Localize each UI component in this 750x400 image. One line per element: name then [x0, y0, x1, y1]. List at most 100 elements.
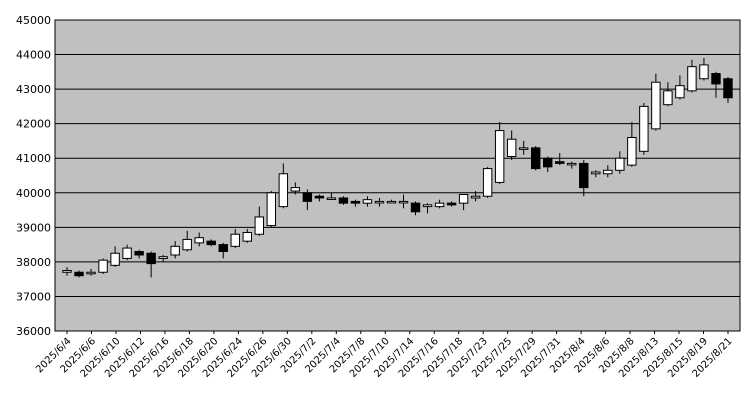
candle-body-up	[86, 271, 96, 275]
candle-body-down	[134, 251, 144, 256]
y-tick-label: 36000	[16, 325, 51, 338]
candle	[194, 232, 204, 247]
candle	[446, 201, 457, 207]
candle-body-down	[723, 78, 733, 99]
candle-body-up	[470, 195, 481, 199]
candle-body-up	[362, 199, 373, 204]
candle-body-up	[591, 171, 601, 175]
candle	[506, 130, 517, 160]
candle	[615, 151, 625, 174]
candle	[639, 102, 649, 155]
candle	[458, 194, 469, 211]
candle-body-up	[254, 216, 265, 235]
candle-body-up	[230, 233, 240, 247]
candle-body-up	[506, 138, 517, 157]
candle	[711, 71, 721, 98]
candle	[482, 166, 493, 198]
candle	[603, 165, 613, 178]
candle	[530, 146, 541, 171]
candle-body-down	[530, 147, 541, 170]
candle	[579, 159, 589, 197]
candle-body-down	[146, 252, 156, 265]
candle	[110, 246, 120, 268]
candle	[338, 196, 349, 205]
candle-body-down	[543, 157, 553, 168]
candle-body-up	[278, 173, 289, 208]
candle	[591, 170, 601, 178]
candle-body-up	[386, 200, 397, 204]
candle-body-down	[302, 192, 313, 202]
candle	[242, 229, 252, 243]
candle-body-down	[410, 202, 421, 213]
candle	[687, 59, 697, 93]
candle	[182, 230, 192, 252]
y-tick-label: 45000	[16, 14, 51, 27]
candle	[386, 199, 397, 204]
candles	[62, 58, 733, 278]
candle-body-down	[218, 244, 228, 253]
candle-body-up	[194, 237, 204, 244]
candle-body-up	[398, 200, 409, 204]
candle-body-up	[482, 168, 493, 197]
candle-body-up	[158, 256, 168, 259]
candle	[723, 77, 733, 103]
candle	[326, 192, 337, 200]
y-tick-label: 38000	[16, 256, 51, 269]
candle	[302, 189, 313, 211]
candle-body-up	[567, 162, 577, 166]
candle-body-up	[62, 270, 72, 273]
gridlines	[55, 54, 740, 297]
y-tick-label: 37000	[16, 290, 51, 303]
candle	[266, 191, 277, 228]
candle	[410, 201, 421, 216]
candle-body-up	[615, 157, 625, 171]
y-tick-label: 43000	[16, 83, 51, 96]
candle	[206, 239, 216, 247]
candle	[98, 258, 108, 274]
candle	[555, 153, 565, 166]
candle-body-up	[110, 252, 120, 266]
candle	[675, 75, 685, 100]
candle-body-up	[627, 136, 637, 166]
candle-body-up	[699, 64, 709, 80]
candle	[290, 182, 301, 195]
candle	[398, 194, 409, 209]
candle	[218, 242, 228, 259]
candle-body-up	[290, 187, 301, 192]
candle	[278, 163, 289, 209]
y-tick-label: 44000	[16, 49, 51, 62]
candle-body-up	[651, 81, 661, 130]
plot-area	[54, 19, 741, 332]
candle	[74, 270, 84, 278]
candle	[146, 251, 156, 278]
candle-body-up	[434, 202, 445, 208]
candle-body-down	[711, 73, 721, 85]
candle	[230, 229, 240, 249]
candle	[663, 82, 673, 107]
candle-body-down	[206, 240, 216, 246]
candle-body-down	[74, 271, 84, 277]
candle	[699, 58, 709, 81]
candle	[350, 199, 361, 207]
candle	[494, 121, 505, 185]
candle-body-up	[494, 130, 505, 183]
y-axis: 36000 37000 38000 39000 40000 41000 42000 43000…	[16, 14, 51, 338]
candle-body-up	[98, 259, 108, 273]
candle	[434, 199, 445, 209]
candle-body-down	[555, 161, 565, 164]
candle-body-down	[314, 195, 325, 199]
candle-body-up	[242, 232, 252, 242]
candle-body-up	[170, 245, 180, 256]
candle	[314, 194, 325, 202]
candle	[170, 241, 180, 259]
y-tick-label: 42000	[16, 118, 51, 131]
candle-body-down	[446, 202, 457, 206]
x-axis: 2025/6/42025/6/62025/6/102025/6/122025/6…	[34, 331, 735, 380]
candle	[134, 249, 144, 259]
candle-body-up	[675, 85, 685, 99]
candle-body-down	[350, 200, 361, 204]
candle-body-up	[122, 247, 132, 259]
candle-body-down	[338, 197, 349, 204]
candle	[254, 206, 265, 236]
candle-body-down	[579, 162, 589, 189]
